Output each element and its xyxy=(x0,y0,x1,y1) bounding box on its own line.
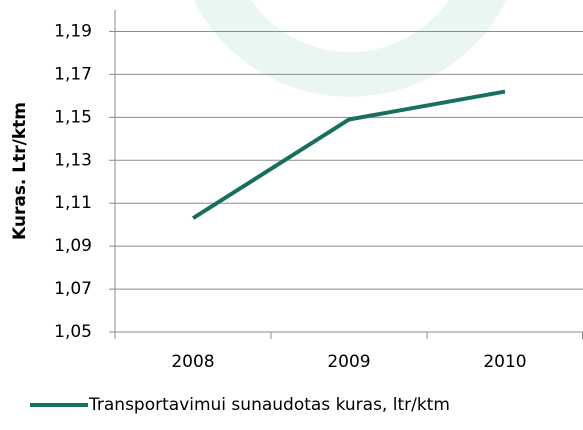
series-line xyxy=(191,89,506,220)
y-tick-label: 1,05 xyxy=(54,322,92,342)
y-axis-label: Kuras. Ltr/ktm xyxy=(10,102,30,240)
y-tick-label: 1,17 xyxy=(54,64,92,84)
y-tick-label: 1,07 xyxy=(54,279,92,299)
x-tick-label: 2008 xyxy=(171,352,214,372)
y-tick-label: 1,09 xyxy=(54,236,92,256)
watermark xyxy=(193,0,507,97)
x-tick-label: 2009 xyxy=(327,352,370,372)
y-tick-label: 1,13 xyxy=(54,150,92,170)
legend-label: Transportavimui sunaudotas kuras, ltr/kt… xyxy=(88,395,450,415)
x-tick-label: 2010 xyxy=(483,352,526,372)
y-tick-label: 1,11 xyxy=(54,193,92,213)
y-tick-label: 1,19 xyxy=(54,21,92,41)
y-tick-label: 1,15 xyxy=(54,107,92,127)
